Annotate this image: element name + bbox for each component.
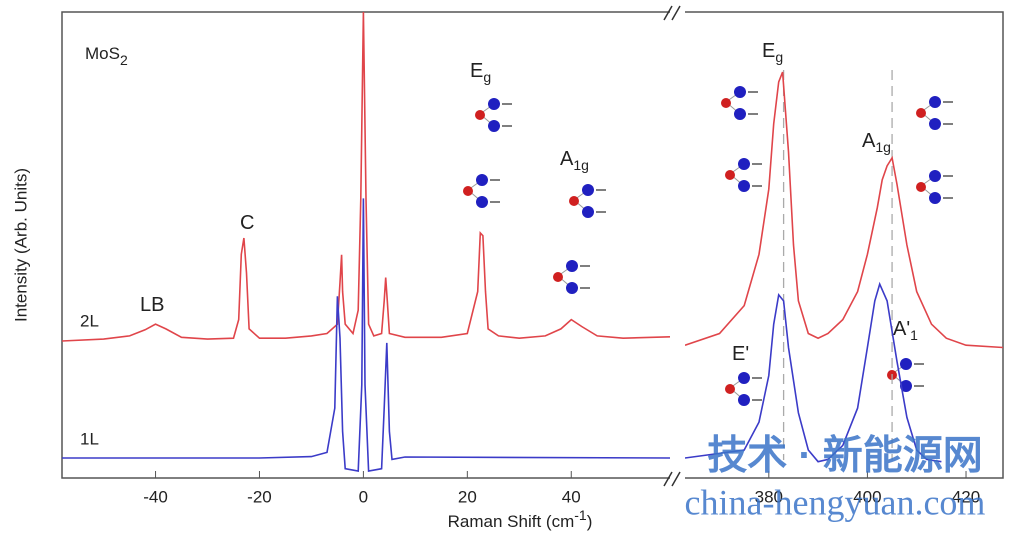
x-tick-label: -40 [143, 487, 168, 506]
x-tick-label: 380 [755, 487, 783, 506]
watermark: china-hengyuan.com [685, 482, 986, 522]
annotation-text: LB [140, 294, 164, 316]
annotation-sub: 1g [875, 139, 891, 155]
y-axis-label: Intensity (Arb. Units) [11, 168, 30, 322]
annotation-text: A [862, 130, 876, 152]
x-tick-label: 420 [952, 487, 980, 506]
series-label: 1L [80, 429, 99, 448]
frame [61, 11, 1004, 479]
annotation-text: MoS [85, 44, 120, 63]
annotation-text: E [470, 60, 483, 82]
annotation-sub: 2 [120, 52, 128, 68]
annotation: Eg [762, 40, 783, 64]
annotation: A1g [560, 148, 589, 172]
annotation: E' [732, 343, 749, 365]
series-line [62, 12, 670, 342]
annotation-text: C [240, 212, 254, 234]
mode-icons [462, 85, 954, 407]
series-line [685, 71, 1003, 349]
annotation-sub: 1g [573, 157, 589, 173]
x-axis-label: Raman Shift (cm-1) [448, 507, 593, 532]
x-tick-label: 40 [562, 487, 581, 506]
break-mark [663, 5, 681, 487]
watermark: 技术 · 新能源网 [707, 434, 983, 478]
series-line [685, 281, 942, 463]
series-line [62, 198, 670, 472]
annotation-sub: 1 [910, 327, 918, 343]
x-tick-label: 0 [359, 487, 368, 506]
annotation-text: A' [893, 318, 910, 340]
x-tick-label: 400 [853, 487, 881, 506]
x-tick-label: -20 [247, 487, 272, 506]
annotation: LB [140, 294, 164, 316]
annotation: MoS2 [85, 44, 128, 67]
annotation: A'1 [893, 318, 918, 342]
annotation-text: A [560, 148, 574, 170]
annotation-sub: g [775, 49, 783, 65]
annotation-text: E' [732, 343, 749, 365]
annotation: A1g [862, 130, 891, 154]
annotation-text: E [762, 40, 775, 62]
annotation: C [240, 212, 254, 234]
series-label: 2L [80, 311, 99, 330]
x-tick-label: 20 [458, 487, 477, 506]
annotation: Eg [470, 60, 491, 84]
axis-break [670, 4, 685, 504]
annotation-sub: g [483, 69, 491, 85]
